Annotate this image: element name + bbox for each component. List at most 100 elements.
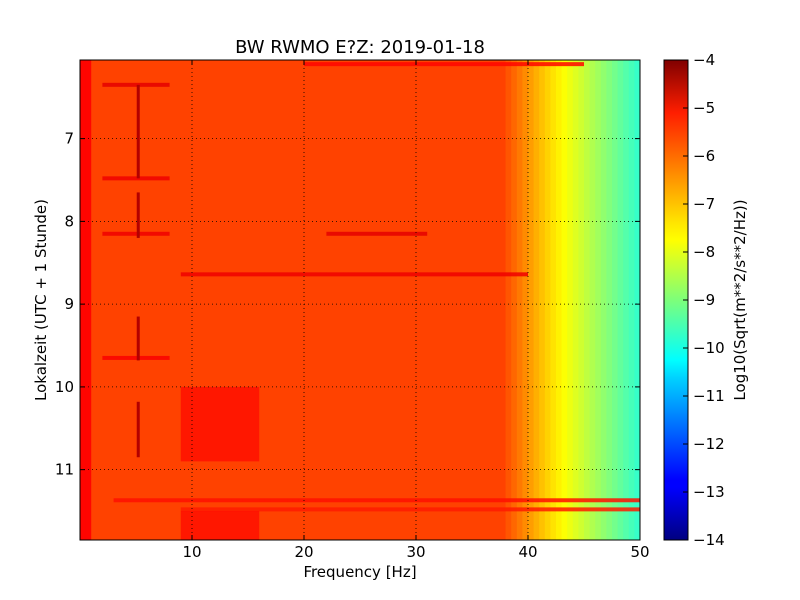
colorbar-tick-label: −14: [693, 531, 725, 549]
heatmap-column: [494, 60, 501, 540]
heatmap-column: [287, 60, 294, 540]
heatmap-column: [376, 60, 383, 540]
heatmap-column: [600, 60, 607, 540]
heatmap-column: [421, 60, 428, 540]
colorbar-tick-label: −13: [693, 483, 725, 501]
heatmap-column: [505, 60, 512, 540]
heatmap-column: [556, 60, 563, 540]
colorbar-ticks: −4 −5 −6 −7 −8 −9 −10 −11 −12 −13 −14: [683, 51, 725, 549]
heatmap-column: [281, 60, 288, 540]
heatmap-column: [584, 60, 591, 540]
horizontal-band: [102, 82, 170, 87]
spectral-features: [102, 62, 640, 540]
colorbar-tick-label: −4: [693, 51, 715, 69]
y-tick-label: 9: [64, 295, 74, 313]
heatmap-column: [214, 60, 221, 540]
heatmap-column: [612, 60, 619, 540]
x-tick-label: 30: [406, 543, 425, 561]
x-axis-label: Frequency [Hz]: [303, 563, 416, 581]
heatmap-column: [119, 60, 126, 540]
y-tick-label: 8: [64, 212, 74, 230]
heatmap-column: [522, 60, 529, 540]
heatmap-column: [225, 60, 232, 540]
heatmap-column: [567, 60, 574, 540]
heatmap-column: [360, 60, 367, 540]
heatmap-column: [572, 60, 579, 540]
heatmap-column: [354, 60, 361, 540]
y-tick-label: 11: [55, 461, 74, 479]
heatmap-column: [561, 60, 568, 540]
heatmap-column: [578, 60, 585, 540]
heatmap-column: [124, 60, 131, 540]
heatmap-column: [253, 60, 260, 540]
heatmap-column: [231, 60, 238, 540]
heatmap-column: [371, 60, 378, 540]
heatmap-column: [388, 60, 395, 540]
heatmap-column: [96, 60, 103, 540]
heatmap-column: [617, 60, 624, 540]
heatmap-column: [483, 60, 490, 540]
heatmap-column: [466, 60, 473, 540]
heatmap-column: [416, 60, 423, 540]
grid-lines: [80, 60, 640, 540]
heatmap-column: [533, 60, 540, 540]
heatmap-column: [80, 60, 87, 540]
x-tick-label: 50: [630, 543, 649, 561]
colorbar-tick-label: −7: [693, 195, 715, 213]
horizontal-band: [102, 355, 170, 360]
colorbar-tick-label: −12: [693, 435, 725, 453]
heatmap-column: [292, 60, 299, 540]
heatmap-column: [477, 60, 484, 540]
heatmap-column: [175, 60, 182, 540]
heatmap-column: [393, 60, 400, 540]
heatmap-column: [399, 60, 406, 540]
colorbar-tick-label: −10: [693, 339, 725, 357]
heatmap-column: [270, 60, 277, 540]
vertical-line: [136, 84, 140, 179]
intensity-patch: [180, 386, 260, 462]
heatmap-column: [147, 60, 154, 540]
heatmap-column: [192, 60, 199, 540]
heatmap-column: [236, 60, 243, 540]
heatmap-column: [488, 60, 495, 540]
heatmap-column: [203, 60, 210, 540]
y-axis-ticks: 7 8 9 10 11: [55, 130, 640, 479]
heatmap-column: [628, 60, 635, 540]
heatmap-column: [332, 60, 339, 540]
heatmap-column: [404, 60, 411, 540]
heatmap-column: [528, 60, 535, 540]
heatmap-column: [516, 60, 523, 540]
heatmap-column: [208, 60, 215, 540]
horizontal-band: [180, 272, 529, 277]
heatmap-column: [634, 60, 640, 540]
colorbar-tick-label: −9: [693, 291, 715, 309]
plot-frame: [79, 59, 641, 541]
heatmap-column: [242, 60, 249, 540]
heatmap-column: [623, 60, 630, 540]
vertical-line: [136, 192, 140, 238]
heatmap-column: [304, 60, 311, 540]
heatmap-layer: [80, 60, 640, 540]
vertical-line: [136, 316, 140, 361]
x-tick-label: 20: [294, 543, 313, 561]
heatmap-column: [320, 60, 327, 540]
heatmap-column: [130, 60, 137, 540]
heatmap-column: [449, 60, 456, 540]
heatmap-column: [337, 60, 344, 540]
heatmap-column: [298, 60, 305, 540]
heatmap-column: [589, 60, 596, 540]
vertical-line: [136, 401, 140, 458]
heatmap-column: [427, 60, 434, 540]
heatmap-column: [539, 60, 546, 540]
heatmap-column: [180, 60, 187, 540]
heatmap-column: [460, 60, 467, 540]
heatmap-column: [511, 60, 518, 540]
horizontal-band: [113, 498, 640, 503]
heatmap-column: [197, 60, 204, 540]
heatmap-column: [606, 60, 613, 540]
heatmap-column: [141, 60, 148, 540]
heatmap-column: [276, 60, 283, 540]
y-tick-label: 7: [64, 130, 74, 148]
heatmap-column: [91, 60, 98, 540]
heatmap-column: [309, 60, 316, 540]
